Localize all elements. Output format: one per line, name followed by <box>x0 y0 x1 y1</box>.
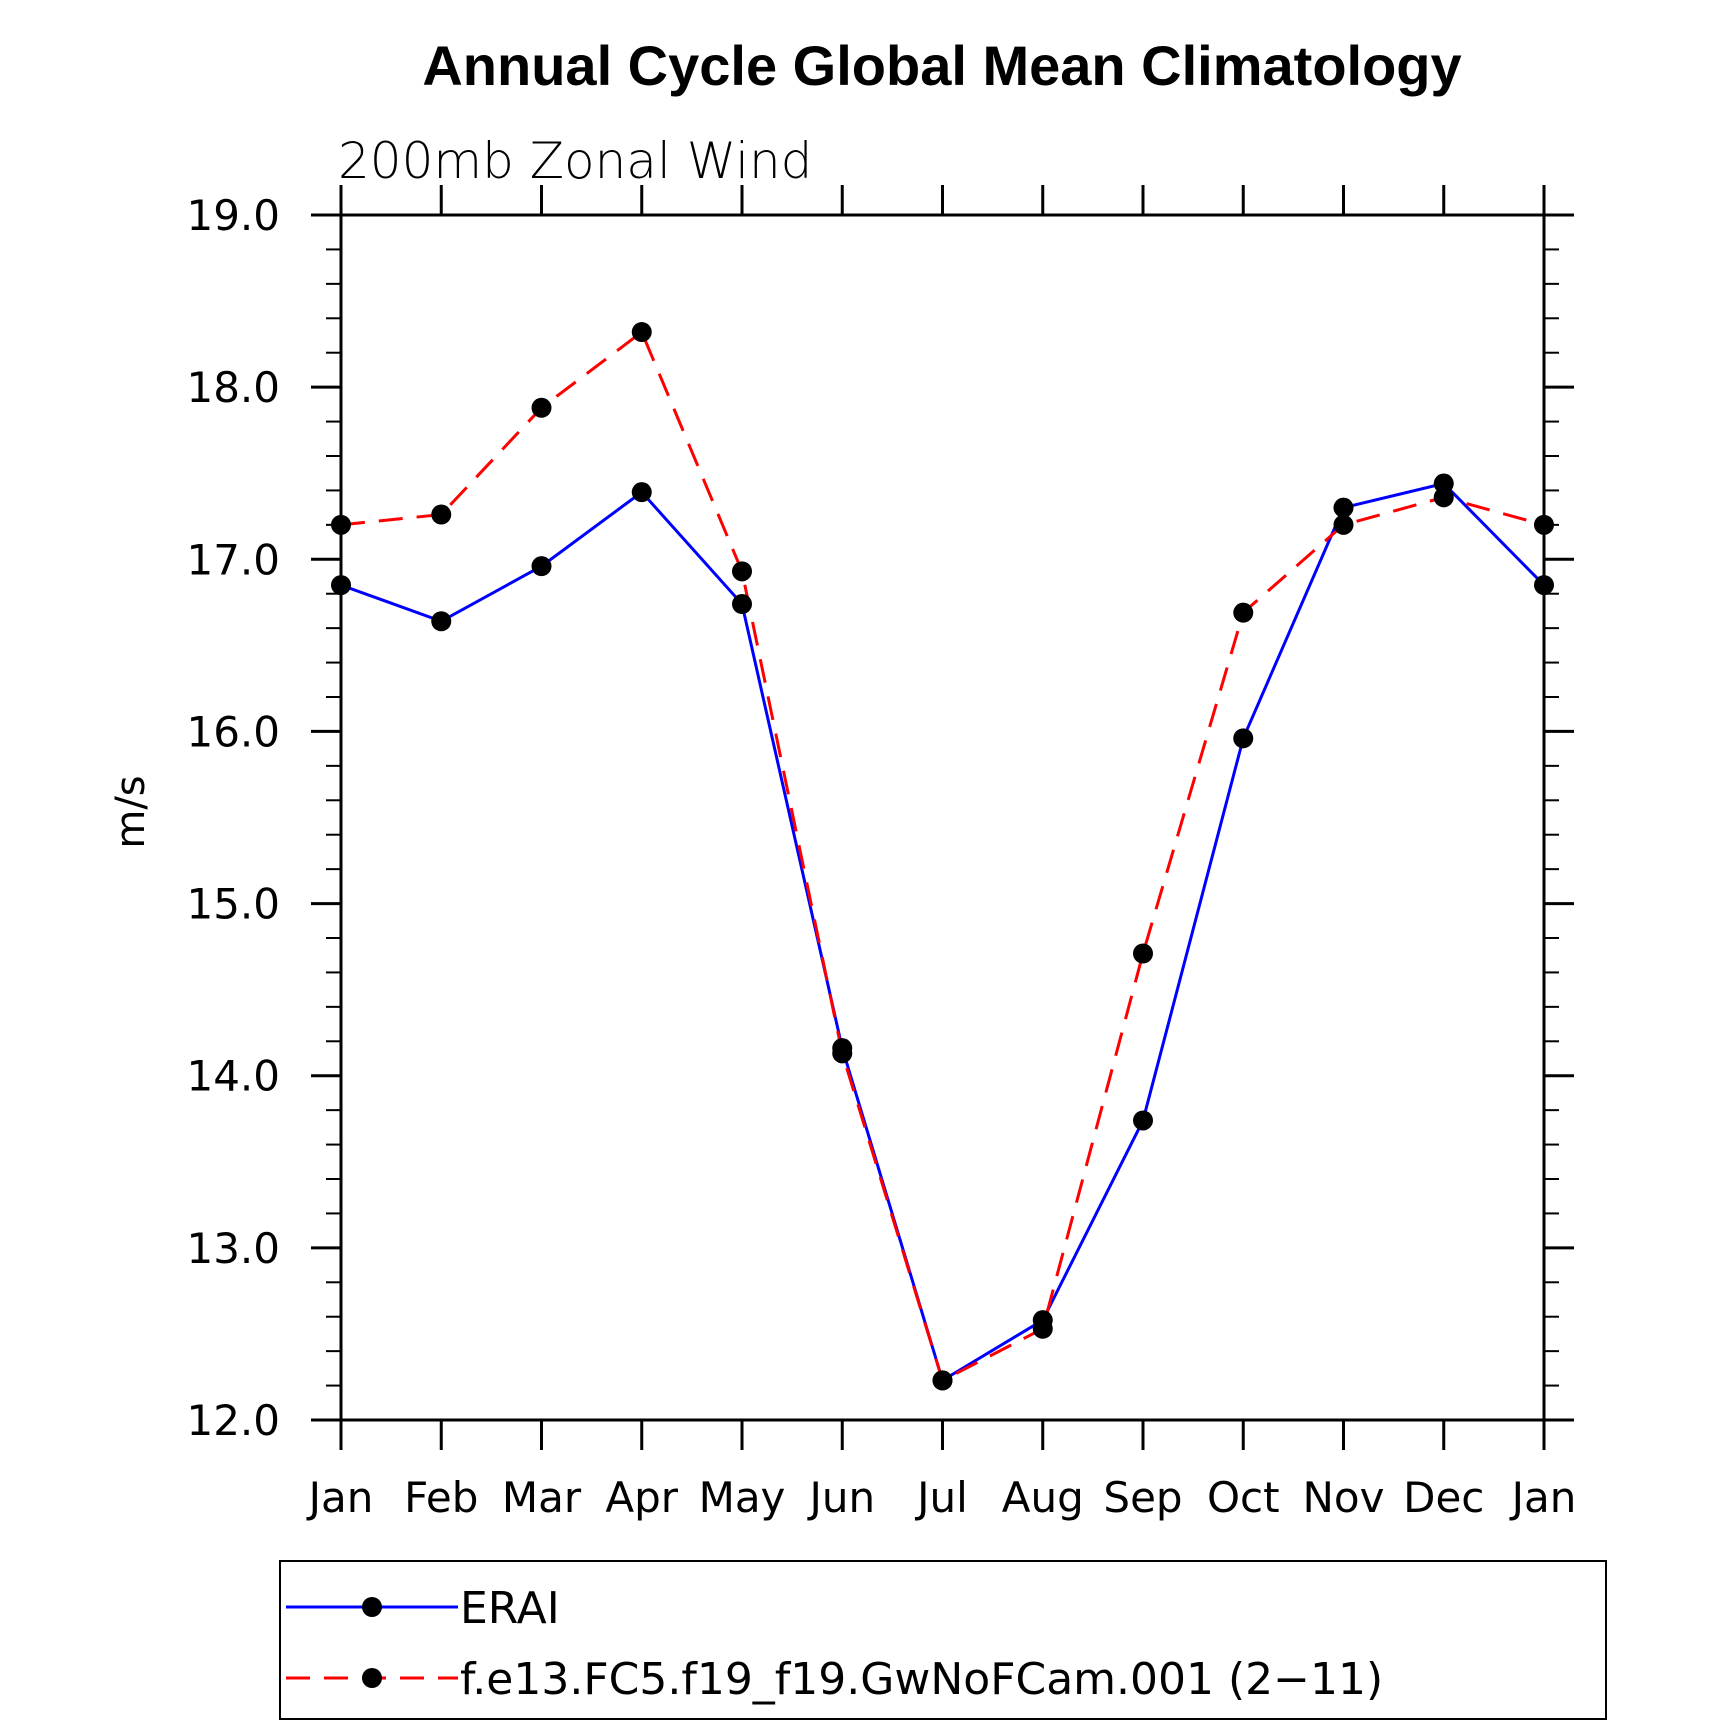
series-layer <box>331 322 1554 1391</box>
data-point-series-0 <box>1233 728 1254 749</box>
data-point-series-1 <box>832 1043 853 1064</box>
legend-label-model: f.e13.FC5.f19_f19.GwNoFCam.001 (2−11) <box>460 1654 1383 1705</box>
x-tick-labels: Jan Feb Mar Apr May Jun Jul Aug Sep Oct Nov Dec Jan <box>306 1473 1577 1522</box>
x-tick-label: Jan <box>1509 1473 1577 1522</box>
data-point-series-1 <box>732 561 752 582</box>
axis-ticks <box>311 185 1574 1450</box>
data-point-series-0 <box>431 611 452 632</box>
y-tick-labels: 12.0 13.0 14.0 15.0 16.0 17.0 18.0 19.0 <box>186 191 280 1445</box>
y-tick-label: 14.0 <box>186 1052 280 1101</box>
data-point-series-0 <box>631 482 652 503</box>
data-point-series-0 <box>1133 1110 1153 1131</box>
data-point-series-1 <box>431 504 452 525</box>
y-axis-label: m/s <box>108 775 154 848</box>
chart-title: Annual Cycle Global Mean Climatology <box>422 34 1461 97</box>
data-point-series-1 <box>1133 943 1153 964</box>
legend-label-erai: ERAI <box>460 1583 560 1634</box>
y-tick-label: 16.0 <box>186 707 280 756</box>
legend-marker-erai <box>362 1597 382 1617</box>
data-point-series-1 <box>531 397 552 418</box>
data-point-series-1 <box>1233 602 1254 623</box>
x-tick-label: Jan <box>306 1473 374 1522</box>
y-tick-label: 19.0 <box>186 191 280 240</box>
data-point-series-1 <box>1333 514 1354 535</box>
plot-frame <box>339 213 1546 1422</box>
legend-marker-model <box>362 1668 382 1688</box>
y-tick-label: 17.0 <box>186 535 280 584</box>
data-point-series-1 <box>631 322 652 343</box>
data-point-series-0 <box>1333 497 1354 518</box>
x-tick-label: Mar <box>502 1473 582 1522</box>
x-tick-label: Feb <box>404 1473 478 1522</box>
y-tick-label: 12.0 <box>186 1396 280 1445</box>
x-tick-label: Jun <box>806 1473 875 1522</box>
y-tick-label: 13.0 <box>186 1224 280 1273</box>
data-point-series-1 <box>1433 487 1454 508</box>
legend-box <box>279 1560 1607 1720</box>
x-tick-label: Aug <box>1002 1473 1084 1522</box>
x-tick-label: May <box>699 1473 786 1522</box>
legend: ERAI f.e13.FC5.f19_f19.GwNoFCam.001 (2−1… <box>279 1560 1607 1720</box>
chart-subtitle: 200mb Zonal Wind <box>338 132 812 190</box>
y-tick-label: 15.0 <box>186 880 280 929</box>
x-tick-label: Apr <box>605 1473 678 1522</box>
data-point-series-1 <box>932 1370 953 1391</box>
data-point-series-0 <box>1433 473 1454 494</box>
series-line-1 <box>340 329 1545 1383</box>
data-point-series-1 <box>1534 514 1554 535</box>
data-point-series-0 <box>1534 575 1554 596</box>
data-point-series-0 <box>331 575 351 596</box>
x-tick-label: Sep <box>1103 1473 1182 1522</box>
data-point-series-0 <box>531 556 552 577</box>
x-tick-label: Dec <box>1403 1473 1484 1522</box>
x-tick-label: Oct <box>1207 1473 1280 1522</box>
x-tick-label: Jul <box>914 1473 968 1522</box>
data-point-series-0 <box>732 594 752 615</box>
x-tick-label: Nov <box>1303 1473 1385 1522</box>
series-line-0 <box>340 481 1546 1383</box>
data-point-series-1 <box>331 514 351 535</box>
y-tick-label: 18.0 <box>186 363 280 412</box>
data-point-series-1 <box>1032 1318 1053 1339</box>
